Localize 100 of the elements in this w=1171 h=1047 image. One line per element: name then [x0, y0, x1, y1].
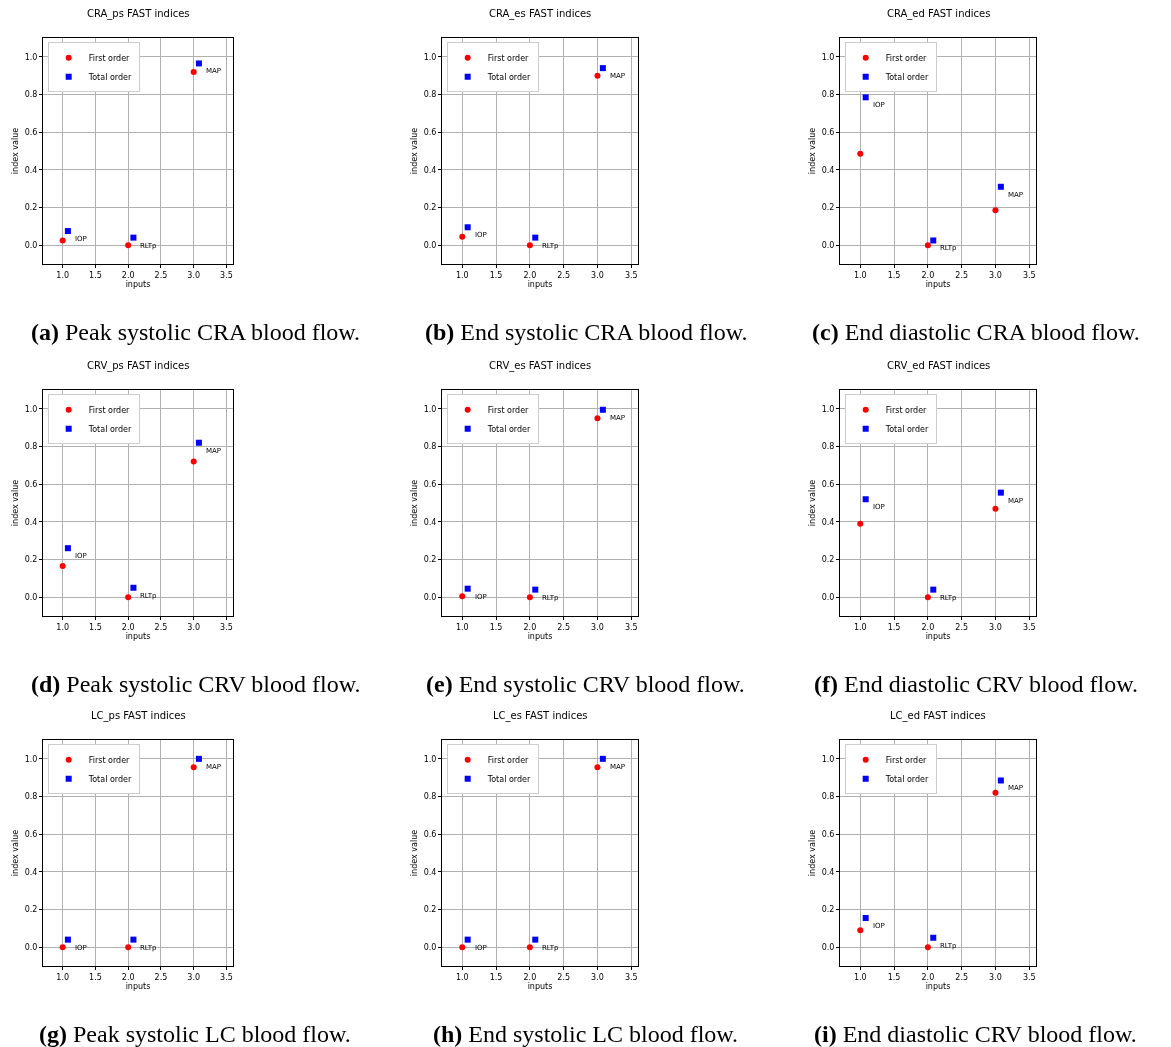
x-axis-title: inputs	[925, 631, 951, 641]
legend-label: Total order	[884, 72, 929, 82]
x-tick-label: 2.5	[955, 270, 969, 280]
y-tick-label: 1.0	[423, 754, 437, 764]
point	[526, 594, 533, 601]
x-tick-label: 2.5	[557, 622, 571, 632]
y-tick-label: 0.6	[24, 479, 38, 489]
y-tick-label: 1.0	[821, 52, 835, 62]
y-tick-label: 0.6	[821, 829, 835, 839]
x-tick-label: 1.5	[887, 972, 901, 982]
point	[599, 65, 606, 72]
y-tick-label: 0.2	[24, 905, 38, 915]
point	[195, 439, 202, 446]
y-tick-label: 1.0	[821, 754, 835, 764]
point	[594, 415, 601, 422]
text: (b) End systolic CRA blood flow.	[425, 319, 748, 345]
legend-label: Total order	[884, 774, 929, 784]
x-tick-label: 3.5	[1022, 270, 1036, 280]
x-tick-label: 1.0	[455, 270, 469, 280]
y-tick-label: 0.2	[821, 555, 835, 565]
legend-label: Total order	[486, 72, 531, 82]
point	[532, 586, 539, 593]
y-tick-label: 0.2	[423, 203, 437, 213]
y-axis-title: index value	[410, 829, 420, 877]
y-axis-title: index value	[11, 829, 21, 877]
y-axis-title: index value	[808, 479, 818, 527]
point	[59, 944, 66, 951]
y-tick-label: 0.2	[423, 905, 437, 915]
y-tick-label: 1.0	[423, 52, 437, 62]
y-tick-label: 0.6	[423, 127, 437, 137]
point	[125, 944, 132, 951]
y-tick-label: 0.6	[821, 127, 835, 137]
point	[594, 72, 601, 79]
point	[997, 489, 1004, 496]
chart-title: CRV_es FAST indices	[489, 360, 592, 372]
y-tick-label: 0.4	[821, 867, 835, 877]
point	[64, 936, 71, 943]
x-tick-label: 2.0	[921, 270, 935, 280]
chart-title: LC_es FAST indices	[493, 710, 588, 722]
y-tick-label: 0.2	[24, 555, 38, 565]
legend-label: First order	[88, 405, 131, 415]
legend-label: First order	[487, 53, 530, 63]
y-tick-label: 0.8	[821, 442, 835, 452]
point	[532, 234, 539, 241]
point	[464, 224, 471, 231]
point	[930, 934, 937, 941]
x-tick-label: 3.0	[187, 622, 201, 632]
x-tick-label: 2.5	[154, 622, 168, 632]
x-tick-label: 1.0	[455, 972, 469, 982]
y-axis-title: index value	[410, 479, 420, 527]
y-axis-title: index value	[808, 829, 818, 877]
x-tick-label: 2.0	[523, 972, 537, 982]
x-tick-label: 3.0	[591, 622, 604, 632]
y-tick-label: 1.0	[24, 52, 38, 62]
x-tick-label: 1.5	[489, 270, 503, 280]
x-tick-label: 1.0	[853, 270, 867, 280]
point	[992, 505, 999, 512]
x-tick-label: 1.5	[887, 622, 901, 632]
y-tick-label: 0.2	[24, 203, 38, 213]
point	[130, 584, 137, 591]
x-tick-label: 2.0	[121, 622, 135, 632]
point	[924, 944, 931, 951]
y-tick-label: 0.4	[423, 517, 437, 527]
x-tick-label: 1.5	[489, 972, 503, 982]
x-tick-label: 1.5	[489, 622, 503, 632]
x-tick-label: 3.5	[220, 972, 233, 982]
y-tick-label: 0.0	[821, 942, 835, 952]
chart-title: LC_ed FAST indices	[890, 710, 986, 722]
x-axis-title: inputs	[527, 981, 553, 991]
y-tick-label: 0.8	[24, 792, 38, 802]
x-tick-label: 2.0	[921, 622, 935, 632]
y-tick-label: 0.4	[423, 867, 437, 877]
x-tick-label: 1.5	[887, 270, 901, 280]
x-tick-label: 2.0	[121, 972, 135, 982]
point	[997, 777, 1004, 784]
y-tick-label: 0.6	[423, 479, 437, 489]
x-axis-title: inputs	[125, 279, 151, 289]
y-tick-label: 0.4	[821, 165, 835, 175]
chart-title: CRV_ps FAST indices	[87, 360, 190, 372]
y-tick-label: 0.4	[24, 517, 38, 527]
text: (e) End systolic CRV blood flow.	[426, 671, 745, 697]
y-tick-label: 0.6	[24, 829, 38, 839]
legend-label: Total order	[486, 424, 531, 434]
point	[190, 458, 197, 465]
point	[59, 563, 66, 570]
x-tick-label: 3.5	[624, 972, 638, 982]
point	[190, 764, 197, 771]
point	[459, 233, 466, 240]
chart-title: CRA_ed FAST indices	[887, 8, 991, 20]
x-tick-label: 3.0	[989, 270, 1002, 280]
x-tick-label: 2.0	[921, 972, 935, 982]
point	[599, 406, 606, 413]
y-tick-label: 1.0	[24, 754, 38, 764]
y-tick-label: 0.0	[24, 592, 38, 602]
x-axis-title: inputs	[125, 631, 151, 641]
y-tick-label: 0.2	[821, 203, 835, 213]
point	[64, 545, 71, 552]
y-axis-title: index value	[808, 127, 818, 175]
point	[857, 520, 864, 527]
x-tick-label: 2.5	[955, 622, 969, 632]
